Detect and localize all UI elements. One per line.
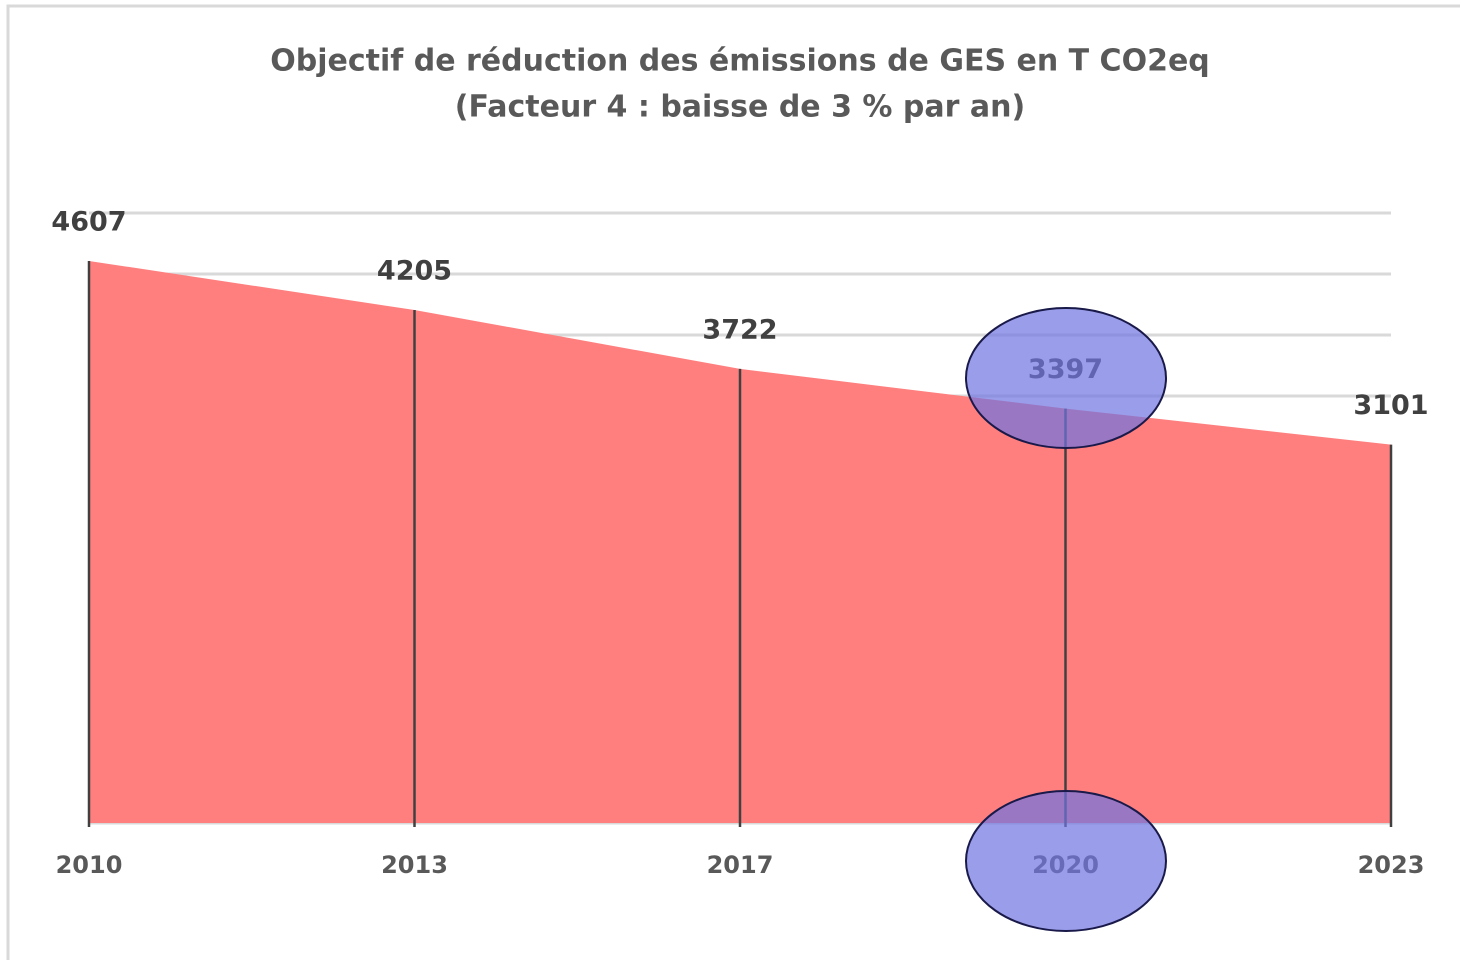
- chart-title: Objectif de réduction des émissions de G…: [270, 44, 1210, 79]
- x-tick-label: 2010: [56, 851, 123, 879]
- x-tick-label: 2013: [381, 851, 448, 879]
- highlight-ellipse: [965, 790, 1167, 932]
- data-label: 4607: [51, 206, 126, 237]
- data-label: 4205: [377, 255, 452, 286]
- plot: 4607201042052013372220173397202031012023: [51, 206, 1428, 879]
- data-label: 3722: [702, 314, 777, 345]
- x-tick-label: 2017: [707, 851, 774, 879]
- highlight-ellipse: [965, 307, 1167, 449]
- data-label: 3101: [1353, 390, 1428, 421]
- chart-subtitle: (Facteur 4 : baisse de 3 % par an): [455, 90, 1025, 125]
- x-tick-label: 2023: [1358, 851, 1425, 879]
